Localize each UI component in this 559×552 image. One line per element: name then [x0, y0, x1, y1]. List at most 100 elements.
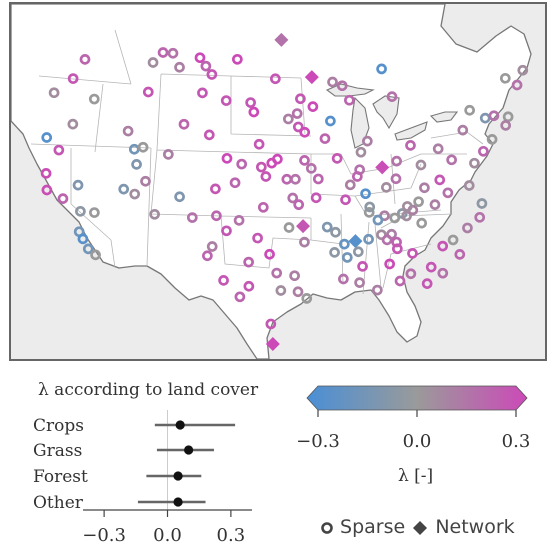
sparse-site-marker — [257, 201, 269, 213]
x-tick-label: 0.3 — [217, 525, 246, 546]
sparse-site-marker — [271, 267, 283, 279]
sparse-site-marker — [40, 168, 52, 179]
sparse-site-marker — [186, 212, 198, 223]
mean-marker — [184, 445, 194, 455]
sparse-site-marker — [264, 248, 275, 260]
sparse-site-marker — [287, 192, 299, 204]
sparse-site-marker — [325, 115, 336, 127]
sparse-site-marker — [361, 135, 373, 147]
sparse-site-marker — [283, 222, 295, 233]
sparse-site-marker — [517, 64, 529, 76]
sparse-site-marker — [131, 159, 142, 170]
mean-marker — [173, 497, 183, 507]
sparse-site-marker — [41, 184, 53, 196]
category-label: Forest — [33, 467, 88, 487]
sparse-site-marker — [243, 256, 254, 268]
sparse-site-marker — [174, 61, 185, 73]
sparse-site-marker — [289, 270, 300, 282]
sparse-site-marker — [272, 153, 283, 165]
sparse-site-marker — [293, 199, 305, 211]
sparse-site-marker — [90, 249, 101, 261]
sparse-site-marker — [407, 248, 418, 259]
sparse-site-marker — [299, 126, 311, 138]
sparse-site-marker — [355, 146, 367, 158]
sparse-site-marker — [220, 95, 232, 106]
sparse-site-marker — [174, 191, 185, 203]
network-site-marker — [265, 337, 280, 352]
sparse-site-marker — [221, 152, 233, 164]
sparse-site-marker — [391, 155, 402, 167]
sparse-site-marker — [203, 129, 215, 141]
sparse-site-marker — [282, 113, 294, 125]
sparse-site-marker — [178, 118, 190, 130]
sparse-site-marker — [463, 180, 475, 191]
sparse-site-marker — [384, 258, 396, 270]
sparse-site-marker — [502, 111, 514, 123]
sparse-site-marker — [88, 93, 100, 105]
sparse-site-marker — [210, 183, 221, 195]
sparse-site-marker — [329, 247, 340, 258]
sparse-site-marker — [462, 222, 473, 234]
sparse-site-marker — [372, 284, 383, 296]
legend-network-label: Network — [435, 516, 515, 538]
sparse-site-marker — [248, 106, 260, 118]
sparse-site-marker — [381, 234, 393, 246]
sparse-site-marker — [57, 193, 69, 204]
sparse-site-marker — [469, 157, 480, 169]
sparse-site-marker — [392, 243, 403, 255]
sparse-site-marker — [299, 236, 310, 248]
x-tick-label: −0.3 — [82, 525, 126, 546]
sparse-site-marker — [341, 252, 353, 263]
sparse-site-marker — [386, 91, 398, 102]
sparse-site-marker — [79, 54, 91, 65]
sparse-site-marker — [446, 154, 457, 166]
sparse-site-marker — [457, 124, 469, 136]
sparse-site-marker — [464, 104, 475, 116]
sparse-site-marker — [389, 212, 401, 224]
sparse-site-marker — [354, 277, 365, 288]
sparse-site-marker — [338, 273, 349, 285]
sparse-site-marker — [499, 72, 511, 84]
sparse-site-marker — [270, 73, 281, 85]
sparse-site-marker — [413, 196, 424, 208]
category-label: Grass — [33, 441, 82, 461]
sparse-site-marker — [327, 76, 338, 88]
legend-sparse-label: Sparse — [340, 516, 406, 538]
colorbar-tick-label: 0.3 — [502, 431, 531, 452]
sparse-site-marker — [432, 143, 444, 155]
sparse-site-marker — [488, 110, 500, 122]
sparse-site-marker — [41, 132, 53, 143]
sparse-site-marker — [292, 286, 304, 298]
colorbar-label: λ [-] — [398, 466, 434, 486]
sparse-site-marker — [229, 177, 241, 189]
sparse-site-marker — [129, 188, 141, 200]
sparse-site-marker — [454, 249, 466, 260]
landcover-title: λ according to land cover — [38, 380, 259, 400]
sparse-site-marker — [401, 210, 412, 222]
sparse-site-marker — [351, 171, 363, 182]
sparse-site-marker — [425, 261, 437, 273]
sparse-site-marker — [275, 285, 287, 296]
sparse-site-marker — [295, 93, 306, 105]
map-panel — [9, 2, 547, 361]
sparse-site-marker — [89, 207, 100, 218]
sparse-site-marker — [429, 199, 441, 210]
sparse-site-marker — [243, 280, 255, 292]
sparse-site-marker — [206, 69, 218, 80]
sparse-site-marker — [301, 293, 313, 304]
sparse-site-marker — [72, 179, 84, 191]
network-site-marker — [304, 70, 319, 85]
network-site-marker — [296, 219, 311, 234]
sparse-site-marker — [442, 187, 454, 199]
colorbar-gradient — [306, 385, 528, 411]
sparse-site-marker — [167, 47, 179, 59]
sparse-site-marker — [486, 134, 498, 145]
sparse-site-marker — [162, 148, 174, 160]
sparse-site-marker — [77, 233, 89, 245]
sparse-site-marker — [202, 250, 213, 262]
sparse-site-marker — [232, 53, 243, 65]
sparse-site-marker — [197, 87, 208, 99]
sparse-site-marker — [211, 210, 222, 222]
sparse-site-marker — [339, 238, 350, 250]
sparse-site-marker — [364, 201, 376, 213]
